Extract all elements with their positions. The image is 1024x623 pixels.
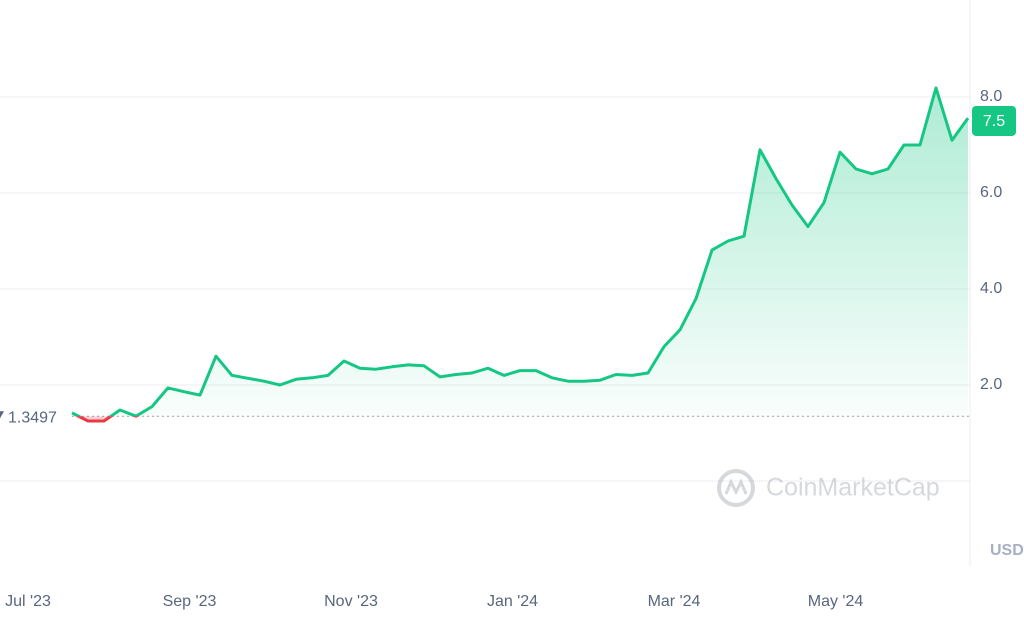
- reference-label: 1.3497: [8, 409, 57, 426]
- x-tick-label: Jul '23: [5, 593, 51, 610]
- x-tick-label: Jan '24: [487, 593, 538, 610]
- area-fill: [72, 87, 968, 417]
- price-badge: [972, 105, 1016, 136]
- currency-label: USD: [990, 542, 1024, 559]
- y-tick-label: 6.0: [980, 184, 1002, 201]
- watermark-text: CoinMarketCap: [766, 474, 940, 502]
- y-tick-label: 8.0: [980, 88, 1002, 105]
- x-tick-label: Mar '24: [648, 593, 701, 610]
- x-tick-label: May '24: [808, 593, 864, 610]
- watermark: CoinMarketCap: [717, 469, 940, 507]
- reference-marker: [0, 411, 4, 419]
- y-tick-label: 2.0: [980, 376, 1002, 393]
- x-tick-label: Nov '23: [324, 593, 378, 610]
- x-tick-label: Sep '23: [163, 593, 217, 610]
- price-badge-label: 7.5: [983, 113, 1005, 130]
- price-line: [71, 86, 970, 417]
- y-tick-label: 4.0: [980, 280, 1002, 297]
